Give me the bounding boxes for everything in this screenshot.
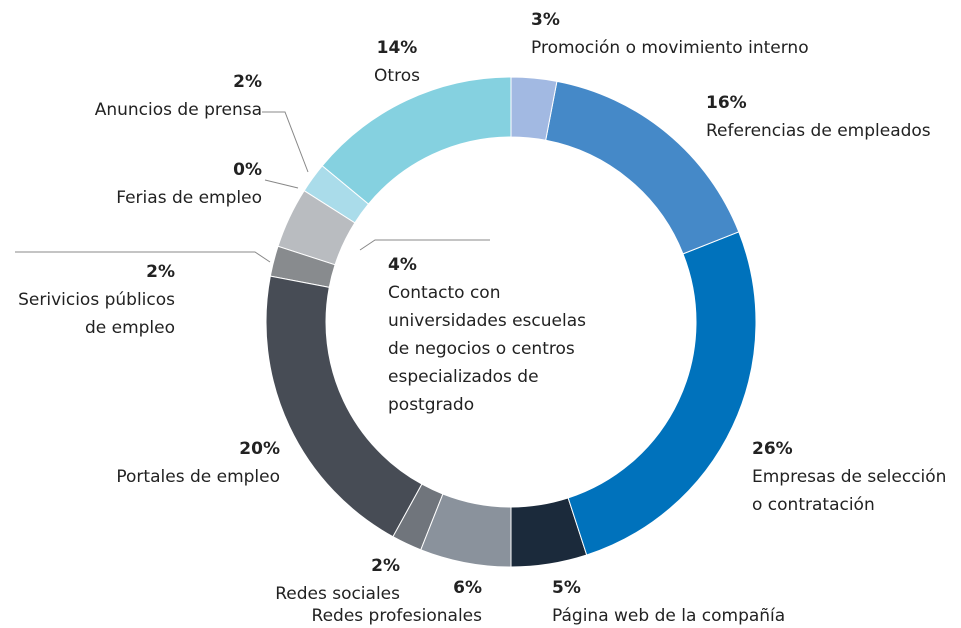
value-label: 2% xyxy=(233,72,262,92)
slice-label: 14% Otros xyxy=(297,34,497,90)
donut-slice xyxy=(303,165,370,224)
slice-label: 4% Contacto con universidades escuelas de… xyxy=(388,251,586,419)
category-label: Contacto con universidades escuelas de n… xyxy=(388,283,586,415)
category-label: Referencias de empleados xyxy=(706,121,931,141)
slice-label: 16% Referencias de empleados xyxy=(706,89,931,145)
value-label: 6% xyxy=(453,578,482,598)
slice-label: 2% Serivicios públicos de empleo xyxy=(18,258,175,342)
leader-line xyxy=(15,251,271,263)
value-label: 3% xyxy=(531,10,560,30)
donut-slice xyxy=(269,245,336,288)
category-label: Redes sociales xyxy=(275,584,400,604)
slice-label: 5% Página web de la compañía xyxy=(552,574,785,628)
donut-slice xyxy=(567,231,757,556)
donut-slice xyxy=(420,493,512,568)
slice-label: 20% Portales de empleo xyxy=(116,435,280,491)
donut-slice xyxy=(392,483,444,551)
slice-label: 3% Promoción o movimiento interno xyxy=(531,6,809,62)
value-label: 5% xyxy=(552,578,581,598)
slice-label: 0% Ferias de empleo xyxy=(116,156,262,212)
donut-slice xyxy=(277,190,356,266)
category-label: Empresas de selección o contratación xyxy=(752,467,947,515)
donut-slice xyxy=(510,76,558,141)
slice-label: 6% Redes profesionales xyxy=(312,574,482,628)
value-label: 26% xyxy=(752,439,793,459)
donut-slice xyxy=(321,76,512,205)
category-label: Portales de empleo xyxy=(116,467,280,487)
donut-slice xyxy=(265,275,423,538)
category-label: Promoción o movimiento interno xyxy=(531,38,809,58)
category-label: Serivicios públicos de empleo xyxy=(18,290,175,338)
donut-slice xyxy=(545,80,740,255)
slice-label: 2% Anuncios de prensa xyxy=(95,68,262,124)
value-label: 0% xyxy=(233,160,262,180)
category-label: Redes profesionales xyxy=(311,606,482,626)
value-label: 2% xyxy=(146,262,175,282)
donut-slice xyxy=(510,497,588,568)
value-label: 14% xyxy=(376,38,418,58)
category-label: Anuncios de prensa xyxy=(94,100,262,120)
slice-label: 2% Redes sociales xyxy=(275,552,400,608)
leader-line xyxy=(359,239,490,251)
leader-line xyxy=(262,111,309,173)
category-label: Ferias de empleo xyxy=(116,188,262,208)
value-label: 4% xyxy=(388,255,417,275)
value-label: 20% xyxy=(239,439,280,459)
category-label: Otros xyxy=(374,66,420,86)
leader-line xyxy=(264,179,299,189)
value-label: 2% xyxy=(371,556,400,576)
slice-label: 26% Empresas de selección o contratación xyxy=(752,435,946,519)
value-label: 16% xyxy=(706,93,747,113)
category-label: Página web de la compañía xyxy=(552,606,786,626)
